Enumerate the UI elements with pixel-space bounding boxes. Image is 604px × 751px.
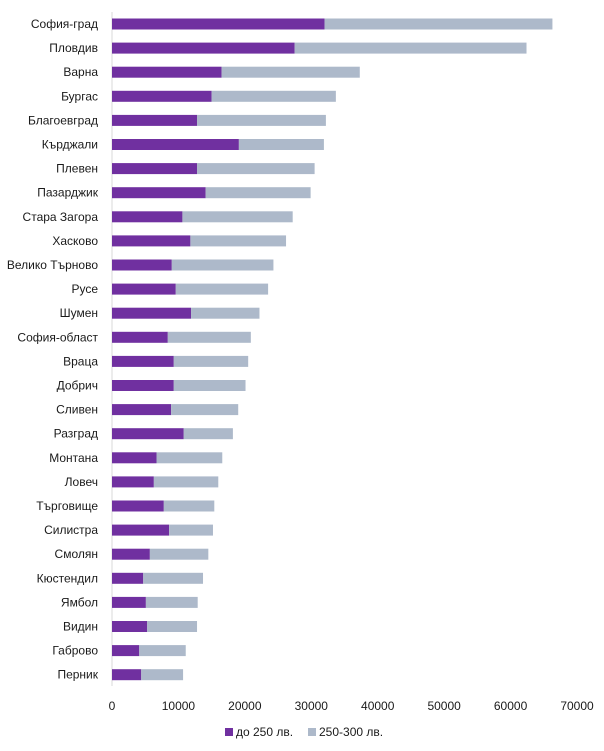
category-label: Ловеч: [65, 475, 98, 489]
bar-segment-series-2: [143, 572, 204, 584]
category-label: Пазарджик: [37, 186, 98, 200]
category-label: Бургас: [61, 89, 98, 103]
bar-segment-series-1: [112, 259, 172, 271]
bar-segment-series-1: [112, 18, 325, 30]
x-tick-label: 70000: [560, 699, 594, 713]
category-label: Враца: [63, 354, 98, 368]
x-tick-label: 60000: [494, 699, 528, 713]
bar-segment-series-1: [112, 404, 172, 416]
category-label: Стара Загора: [23, 210, 99, 224]
bar-segment-series-1: [112, 621, 148, 632]
bar-segment-series-2: [149, 548, 209, 560]
bar-segment-series-1: [112, 66, 222, 78]
bar-segment-series-2: [197, 163, 315, 175]
category-label: Кърджали: [42, 138, 98, 152]
category-label: Велико Търново: [7, 258, 98, 272]
bar-segment-series-1: [112, 572, 144, 584]
bar-segment-series-2: [156, 452, 223, 464]
x-tick-label: 20000: [228, 699, 262, 713]
category-label: Видин: [63, 620, 98, 634]
category-label: Ямбол: [61, 595, 98, 609]
bar-segment-series-1: [112, 596, 146, 608]
category-label: Хасково: [52, 234, 98, 248]
bar-segment-series-2: [141, 669, 184, 681]
x-tick-label: 30000: [295, 699, 329, 713]
legend-swatch: [308, 728, 316, 736]
bar-segment-series-2: [190, 235, 287, 247]
bar-segment-series-2: [324, 18, 553, 30]
legend-label: 250-300 лв.: [319, 725, 383, 739]
category-label: Шумен: [60, 306, 98, 320]
bar-segment-series-2: [221, 66, 360, 78]
category-label: Плевен: [56, 162, 98, 176]
category-label: Добрич: [57, 379, 98, 393]
category-label: Кюстендил: [37, 571, 98, 585]
category-label: Перник: [57, 668, 98, 682]
bar-segment-series-2: [153, 476, 219, 488]
bar-segment-series-2: [147, 621, 198, 632]
bar-segment-series-2: [171, 259, 274, 271]
category-label: Смолян: [55, 547, 98, 561]
bar-segment-series-1: [112, 211, 183, 223]
bar-segment-series-1: [112, 283, 176, 295]
bar-segment-series-1: [112, 669, 142, 681]
bar-segment-series-1: [112, 548, 150, 560]
bar-segment-series-2: [205, 187, 311, 199]
bar-segment-series-1: [112, 428, 184, 440]
bar-segment-series-1: [112, 163, 198, 175]
bar-segment-series-1: [112, 187, 206, 199]
bar-segment-series-2: [173, 355, 249, 367]
category-label: Разград: [54, 427, 98, 441]
x-tick-label: 10000: [162, 699, 196, 713]
bar-segment-series-2: [171, 404, 239, 416]
bar-segment-series-2: [294, 42, 527, 54]
bar-segment-series-2: [145, 596, 198, 608]
bar-segment-series-1: [112, 500, 164, 512]
bar-segment-series-1: [112, 114, 198, 126]
bar-segment-series-2: [182, 211, 293, 223]
category-label: Габрово: [52, 644, 98, 658]
bar-segment-series-1: [112, 476, 154, 488]
bar-segment-series-2: [167, 331, 251, 343]
category-label: Благоевград: [28, 113, 98, 127]
bar-segment-series-1: [112, 42, 295, 54]
bar-segment-series-2: [183, 428, 233, 440]
bar-segment-series-1: [112, 235, 191, 247]
bar-segment-series-2: [139, 645, 186, 657]
category-label: Силистра: [44, 523, 98, 537]
bar-segment-series-2: [173, 380, 246, 391]
category-label: Варна: [63, 65, 98, 79]
bar-segment-series-2: [163, 500, 215, 512]
x-tick-label: 0: [109, 699, 116, 713]
bar-segment-series-1: [112, 331, 168, 343]
bar-segment-series-1: [112, 139, 239, 150]
bar-segment-series-1: [112, 524, 170, 536]
bar-segment-series-2: [197, 114, 326, 126]
bar-segment-series-2: [238, 139, 324, 150]
bar-segment-series-1: [112, 380, 174, 391]
bar-segment-series-2: [175, 283, 269, 295]
x-tick-label: 50000: [427, 699, 461, 713]
category-label: София-област: [17, 330, 98, 344]
x-tick-label: 40000: [361, 699, 395, 713]
bar-segment-series-2: [211, 90, 336, 102]
category-label: Търговище: [36, 499, 98, 513]
bar-segment-series-2: [191, 307, 260, 319]
category-label: София-град: [31, 17, 98, 31]
category-label: Русе: [71, 282, 98, 296]
category-label: Пловдив: [49, 41, 98, 55]
bar-segment-series-1: [112, 452, 157, 464]
category-label: Сливен: [56, 403, 98, 417]
legend-label: до 250 лв.: [236, 725, 293, 739]
bar-segment-series-1: [112, 90, 212, 102]
bar-segment-series-2: [169, 524, 213, 536]
bar-segment-series-1: [112, 307, 192, 319]
bar-segment-series-1: [112, 355, 174, 367]
category-label: Монтана: [49, 451, 98, 465]
bar-segment-series-1: [112, 645, 140, 657]
legend-swatch: [225, 728, 233, 736]
